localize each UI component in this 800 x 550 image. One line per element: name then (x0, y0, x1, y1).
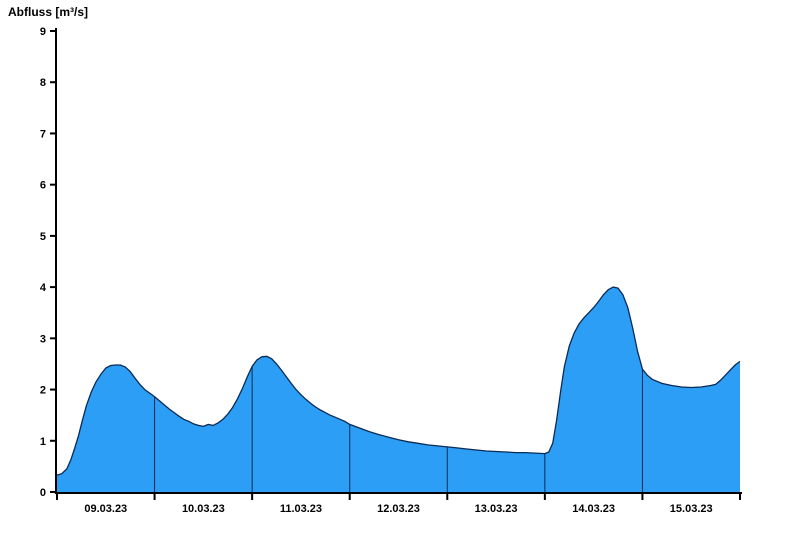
x-axis-date-label: 15.03.23 (670, 503, 713, 515)
x-axis-date-label: 12.03.23 (377, 503, 420, 515)
y-axis-tick-label: 0 (40, 487, 46, 499)
y-axis-tick-label: 9 (40, 26, 46, 38)
y-axis-tick-label: 3 (40, 333, 46, 345)
y-axis-tick-label: 2 (40, 385, 46, 397)
x-axis-date-label: 13.03.23 (475, 503, 518, 515)
discharge-curve-line (56, 286, 741, 476)
y-axis-tick-label: 4 (40, 282, 47, 294)
x-axis-date-label: 09.03.23 (84, 503, 127, 515)
chart-root: 0 1 2 3 4 5 6 7 8 9 09.03.23 10.03.23 11.03.23 12.03.… (40, 26, 742, 515)
x-axis-date-label: 14.03.23 (572, 503, 615, 515)
discharge-area-fill (57, 287, 740, 492)
y-axis-tick-label: 8 (40, 77, 46, 89)
y-axis-tick-label: 7 (40, 128, 46, 140)
y-axis-tick-label: 5 (40, 231, 46, 243)
y-axis-tick-label: 6 (40, 180, 46, 192)
chart-title: Abfluss [m³/s] (8, 5, 88, 19)
y-axis-tick-label: 1 (40, 436, 46, 448)
x-axis-date-label: 10.03.23 (182, 503, 225, 515)
x-axis-date-label: 11.03.23 (280, 503, 322, 515)
